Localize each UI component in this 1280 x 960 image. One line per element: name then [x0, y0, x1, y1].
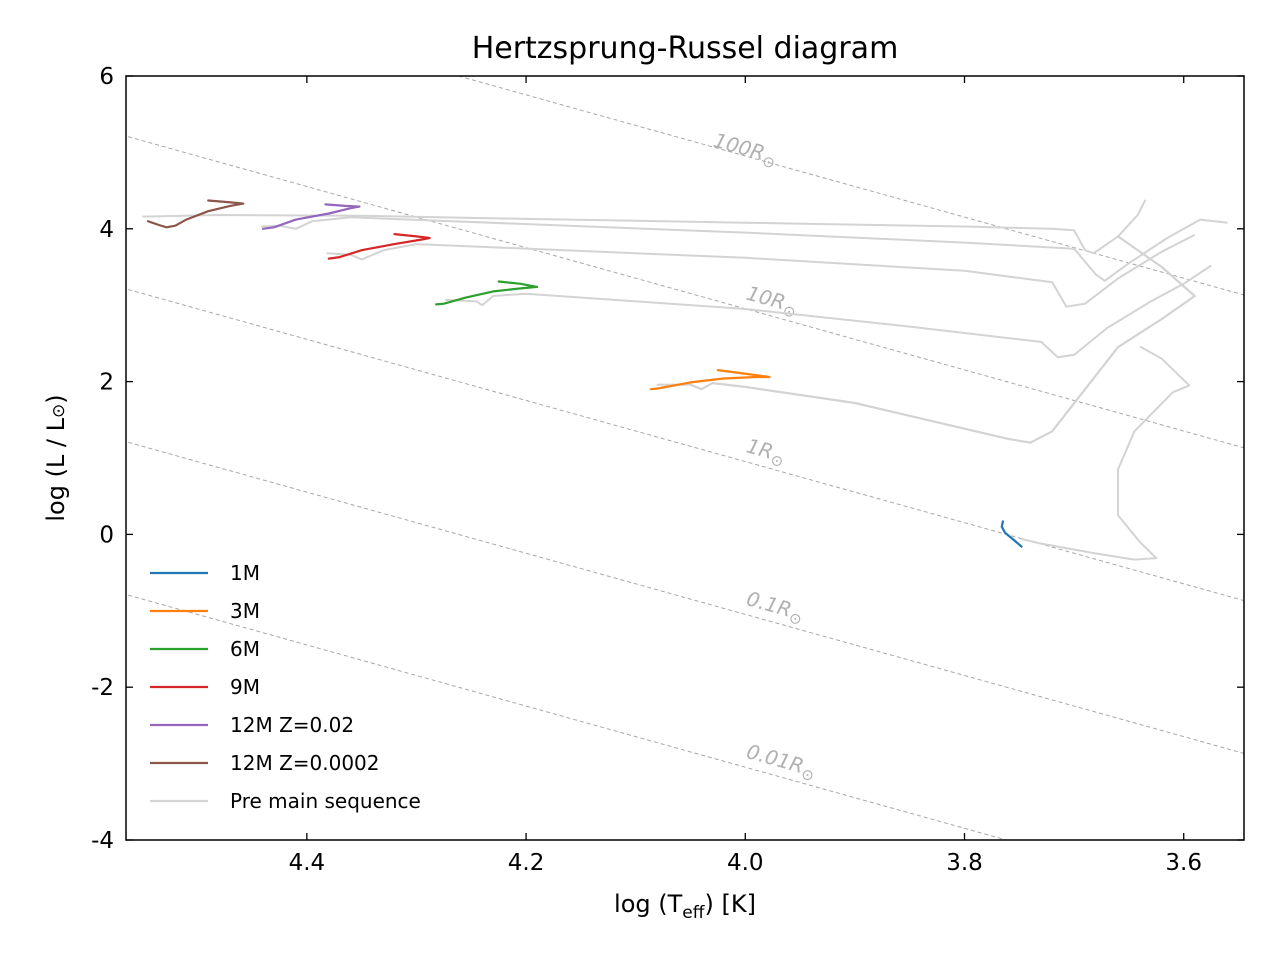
x-tick-label-2: 4.0 — [727, 850, 764, 876]
radius-label-sun-symbol: ⊙ — [781, 301, 798, 322]
series-line-3 — [327, 233, 431, 260]
legend-label-4: 12M Z=0.02 — [230, 713, 354, 737]
series-line-6 — [656, 235, 1196, 444]
y-tick-label-3: 2 — [99, 370, 114, 396]
x-axis-label: log (Teff) [K] — [614, 890, 756, 923]
x-tick-label-3: 3.8 — [946, 850, 983, 876]
radius-label-sun-symbol: ⊙ — [769, 450, 786, 471]
y-axis-ticks: -4 -2 0 2 4 6 — [91, 64, 1244, 854]
pms-track-1 — [326, 234, 1196, 308]
legend-label-1: 3M — [230, 599, 260, 623]
legend-label-6: Pre main sequence — [230, 789, 421, 813]
legend: 1M 3M 6M 9M 12M Z=0.02 12M Z=0.0002 Pre main s… — [150, 561, 421, 813]
legend-label-3: 9M — [230, 675, 260, 699]
series-line-5 — [146, 199, 245, 229]
radius-line-1 — [126, 135, 1244, 449]
chart-title: Hertzsprung-Russel diagram — [472, 31, 899, 66]
series-line-0 — [1000, 520, 1023, 548]
radius-label-text: 0.01R — [744, 739, 807, 778]
radius-label-0: 100R⊙ — [710, 128, 780, 172]
plot-area-frame — [125, 75, 1245, 841]
y-tick-label-4: 4 — [99, 217, 114, 243]
radius-label-sun-symbol: ⊙ — [787, 608, 804, 629]
legend-label-0: 1M — [230, 561, 260, 585]
radius-label-2: 1R⊙ — [743, 434, 788, 472]
y-axis-label-sun-symbol: ⊙ — [49, 404, 69, 418]
radius-label-text: 100R — [711, 128, 768, 165]
legend-label-5: 12M Z=0.0002 — [230, 751, 380, 775]
radius-label-sun-symbol: ⊙ — [760, 152, 777, 173]
x-axis-ticks: 4.4 4.2 4.0 3.8 3.6 — [289, 76, 1202, 876]
pms-track-0 — [444, 264, 1212, 359]
x-tick-label-1: 4.2 — [508, 850, 545, 876]
x-tick-label-0: 4.4 — [289, 850, 326, 876]
pms-track-4 — [1021, 345, 1191, 561]
y-tick-label-5: 6 — [99, 64, 114, 90]
series-line-4 — [261, 203, 361, 230]
series-line-2 — [435, 280, 539, 306]
y-tick-label-0: -4 — [91, 828, 114, 854]
pms-track-2 — [260, 216, 1228, 282]
x-tick-label-4: 3.6 — [1165, 850, 1202, 876]
pre-main-sequence-extra-tracks — [142, 199, 1228, 561]
radius-line-3 — [126, 441, 1244, 754]
radius-label-sun-symbol: ⊙ — [799, 765, 816, 786]
radius-label-4: 0.01R⊙ — [743, 739, 819, 785]
series-line-1 — [649, 369, 771, 391]
y-tick-label-2: 0 — [99, 522, 114, 548]
radius-label-1: 10R⊙ — [743, 281, 801, 322]
x-axis-label-subscript: eff — [682, 903, 705, 923]
radius-labels: 100R⊙10R⊙1R⊙0.1R⊙0.01R⊙ — [710, 128, 819, 785]
radius-label-3: 0.1R⊙ — [743, 586, 807, 629]
series-lines — [146, 199, 1196, 548]
radius-line-4 — [126, 593, 1009, 840]
legend-label-2: 6M — [230, 637, 260, 661]
y-tick-label-1: -2 — [91, 675, 114, 701]
radius-lines — [126, 76, 1244, 840]
radius-line-2 — [126, 288, 1244, 602]
y-axis-label: log (L / L⊙) — [42, 394, 70, 521]
